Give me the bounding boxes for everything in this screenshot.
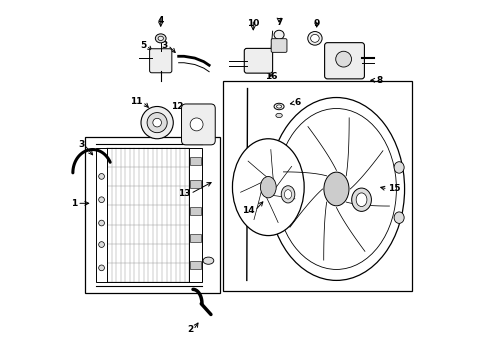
Bar [223, 81, 412, 291]
Text: 3: 3 [162, 41, 168, 50]
Circle shape [147, 113, 167, 133]
Text: 7: 7 [276, 18, 282, 27]
Bar [190, 261, 201, 269]
Text: 10: 10 [247, 19, 259, 28]
Ellipse shape [311, 35, 319, 42]
Ellipse shape [274, 30, 284, 39]
Ellipse shape [155, 34, 166, 43]
Text: 11: 11 [130, 97, 143, 106]
Circle shape [153, 118, 161, 127]
Circle shape [98, 174, 104, 179]
Text: 6: 6 [294, 98, 301, 107]
Ellipse shape [356, 193, 367, 207]
Bar [85, 137, 220, 293]
Circle shape [98, 220, 104, 226]
Bar [190, 157, 201, 165]
Ellipse shape [276, 113, 282, 118]
Text: 12: 12 [171, 102, 183, 111]
Text: 9: 9 [314, 19, 320, 28]
Text: 13: 13 [178, 189, 191, 198]
FancyBboxPatch shape [181, 104, 215, 145]
Text: 2: 2 [187, 325, 194, 334]
Circle shape [190, 118, 203, 131]
Text: 8: 8 [377, 76, 383, 85]
Ellipse shape [203, 257, 214, 264]
Ellipse shape [274, 103, 284, 110]
Circle shape [98, 197, 104, 203]
Bar [190, 148, 202, 282]
Text: 5: 5 [140, 41, 147, 50]
Bar [190, 207, 201, 215]
Circle shape [98, 242, 104, 247]
FancyBboxPatch shape [324, 42, 365, 79]
Text: 15: 15 [388, 184, 400, 193]
Text: 1: 1 [71, 199, 77, 208]
Ellipse shape [394, 212, 404, 224]
Text: 14: 14 [243, 206, 255, 215]
Ellipse shape [285, 190, 292, 199]
FancyBboxPatch shape [149, 49, 172, 73]
Text: 4: 4 [158, 16, 164, 25]
Ellipse shape [276, 105, 282, 108]
Ellipse shape [394, 162, 404, 173]
Bar [96, 148, 107, 282]
Text: 3: 3 [78, 140, 84, 149]
Bar [190, 180, 201, 188]
FancyBboxPatch shape [271, 39, 287, 52]
Ellipse shape [269, 98, 405, 280]
Ellipse shape [276, 108, 396, 269]
Ellipse shape [158, 36, 164, 41]
Bar [190, 234, 201, 242]
Circle shape [98, 265, 104, 271]
Circle shape [336, 51, 351, 67]
Ellipse shape [352, 188, 371, 211]
FancyBboxPatch shape [245, 48, 272, 73]
Circle shape [141, 107, 173, 139]
Ellipse shape [324, 172, 349, 206]
Ellipse shape [281, 186, 295, 203]
Ellipse shape [232, 139, 304, 235]
Text: 16: 16 [265, 72, 277, 81]
Ellipse shape [260, 176, 276, 198]
Ellipse shape [308, 32, 322, 45]
